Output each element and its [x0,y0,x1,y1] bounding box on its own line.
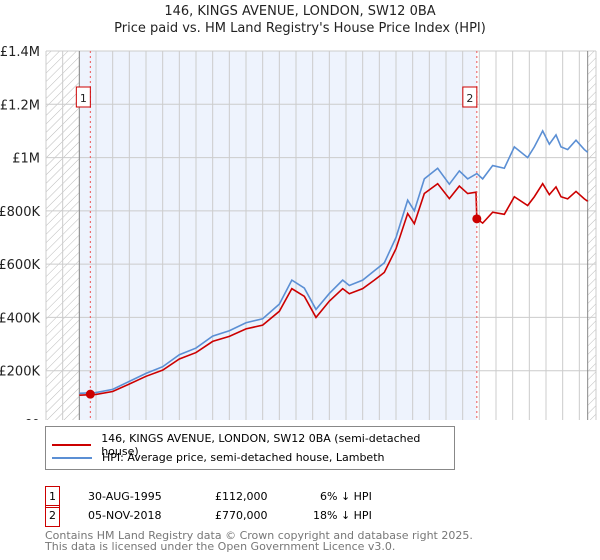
legend-swatch-hpi [52,456,92,459]
y-tick-label: £1.2M [0,98,40,113]
sale-marker-badge: 1 [45,486,60,508]
sale-marker-badge: 2 [45,505,60,527]
hpi-line [79,129,589,395]
sale-date: 05-NOV-2018 [88,509,162,522]
legend-swatch-property [52,444,92,446]
y-tick-label: £400K [0,311,40,326]
footer-line-2: This data is licensed under the Open Gov… [45,540,396,553]
hatch-no-data-right [587,51,596,420]
legend-label-hpi: HPI: Average price, semi-detached house,… [102,451,385,464]
y-tick-label: £1.4M [0,45,40,60]
sale-point [472,214,482,224]
y-tick-label: £0 [23,418,40,420]
legend-label-property: 146, KINGS AVENUE, LONDON, SW12 0BA (sem… [101,432,421,458]
price-chart: 1993199419951996199719981999200020012002… [0,45,597,420]
legend: 146, KINGS AVENUE, LONDON, SW12 0BA (sem… [45,426,455,470]
shaded-ownership-period [79,51,477,420]
sale-price: £112,000 [215,490,268,503]
property-price-line [79,182,589,397]
sale-hpi-diff: 18% ↓ HPI [313,509,372,522]
chart-title: 146, KINGS AVENUE, LONDON, SW12 0BA [164,4,436,19]
y-tick-label: £800K [0,205,40,220]
chart-subtitle: Price paid vs. HM Land Registry's House … [114,21,486,36]
footer: Contains HM Land Registry data © Crown c… [45,530,473,552]
y-tick-label: £600K [0,258,40,273]
sale-date: 30-AUG-1995 [88,490,162,503]
y-tick-label: £1M [12,152,40,167]
sale-hpi-diff: 6% ↓ HPI [320,490,372,503]
sale-label: 2 [466,92,473,105]
y-tick-label: £200K [0,365,40,380]
sale-point [85,389,95,399]
sale-price: £770,000 [215,509,268,522]
footer-line-1: Contains HM Land Registry data © Crown c… [45,529,473,542]
sale-label-box [75,86,91,108]
sale-label-box [462,86,478,108]
sale-label: 1 [80,92,87,105]
